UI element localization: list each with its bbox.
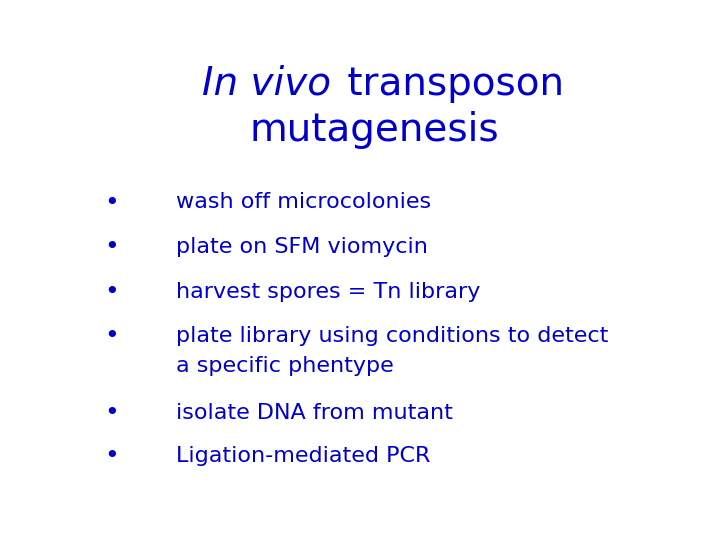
Text: Ligation-mediated PCR: Ligation-mediated PCR [176,446,431,467]
Text: •: • [104,444,119,468]
Text: wash off microcolonies: wash off microcolonies [176,192,431,213]
Text: •: • [104,235,119,259]
Text: •: • [104,280,119,303]
Text: isolate DNA from mutant: isolate DNA from mutant [176,403,454,423]
Text: In vivo: In vivo [202,65,330,103]
Text: transposon: transposon [335,65,564,103]
Text: •: • [104,324,119,348]
Text: •: • [104,191,119,214]
Text: a specific phentype: a specific phentype [176,356,394,376]
Text: harvest spores = Tn library: harvest spores = Tn library [176,281,481,302]
Text: plate on SFM viomycin: plate on SFM viomycin [176,237,428,257]
Text: plate library using conditions to detect: plate library using conditions to detect [176,326,609,346]
Text: mutagenesis: mutagenesis [250,111,499,148]
Text: •: • [104,401,119,425]
